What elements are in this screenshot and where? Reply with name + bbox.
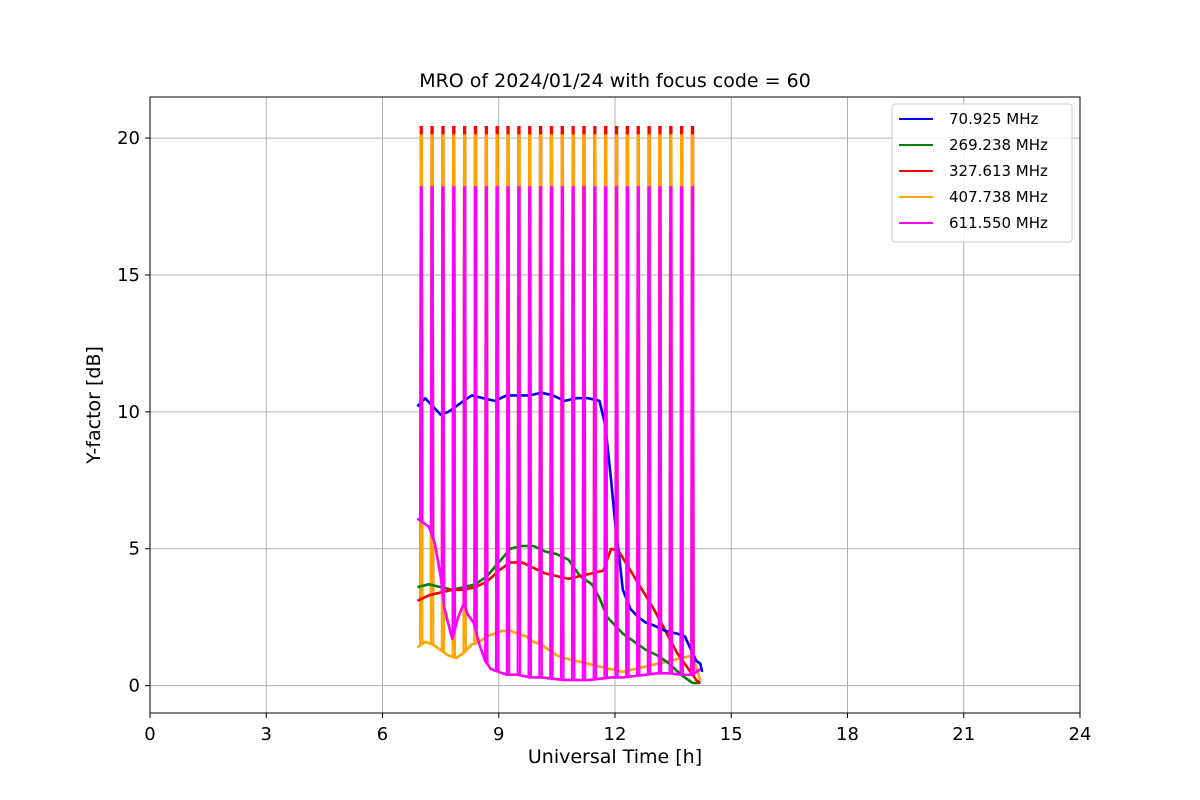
x-tick-label: 21 [952,724,975,745]
series-line-611-spikes [419,186,695,681]
x-ticks: 0 3 6 9 12 15 18 21 24 [144,713,1091,745]
y-tick-label: 20 [117,128,140,149]
series-line-611 [416,517,702,682]
series-line-407-spikes [419,134,695,672]
y-tick-label: 0 [129,676,140,697]
y-tick-label: 10 [117,402,140,423]
x-tick-label: 24 [1069,724,1092,745]
x-axis-label: Universal Time [h] [528,746,702,768]
legend-entry: 611.550 MHz [949,214,1048,232]
y-ticks: 0 5 10 15 20 [117,128,150,697]
series-line-407 [416,629,702,681]
legend-entry: 407.738 MHz [949,188,1048,206]
legend-box [891,103,1073,243]
x-tick-label: 12 [604,724,627,745]
x-tick-label: 9 [493,724,504,745]
legend-entry: 327.613 MHz [949,162,1048,180]
series-layer [416,126,704,685]
x-tick-label: 0 [144,724,155,745]
series-line-327-spikes [419,126,695,677]
legend-entry: 269.238 MHz [949,136,1048,154]
series-line-269 [417,544,701,685]
y-tick-label: 5 [129,539,140,560]
x-tick-label: 18 [836,724,859,745]
legend: 70.925 MHz 269.238 MHz 327.613 MHz 407.738 … [891,103,1073,243]
legend-entry: 70.925 MHz [949,110,1038,128]
x-tick-label: 3 [261,724,272,745]
y-tick-label: 15 [117,265,140,286]
chart-title: MRO of 2024/01/24 with focus code = 60 [419,70,811,92]
x-tick-label: 15 [720,724,743,745]
y-axis-label: Y-factor [dB] [83,346,105,465]
x-tick-label: 6 [377,724,388,745]
